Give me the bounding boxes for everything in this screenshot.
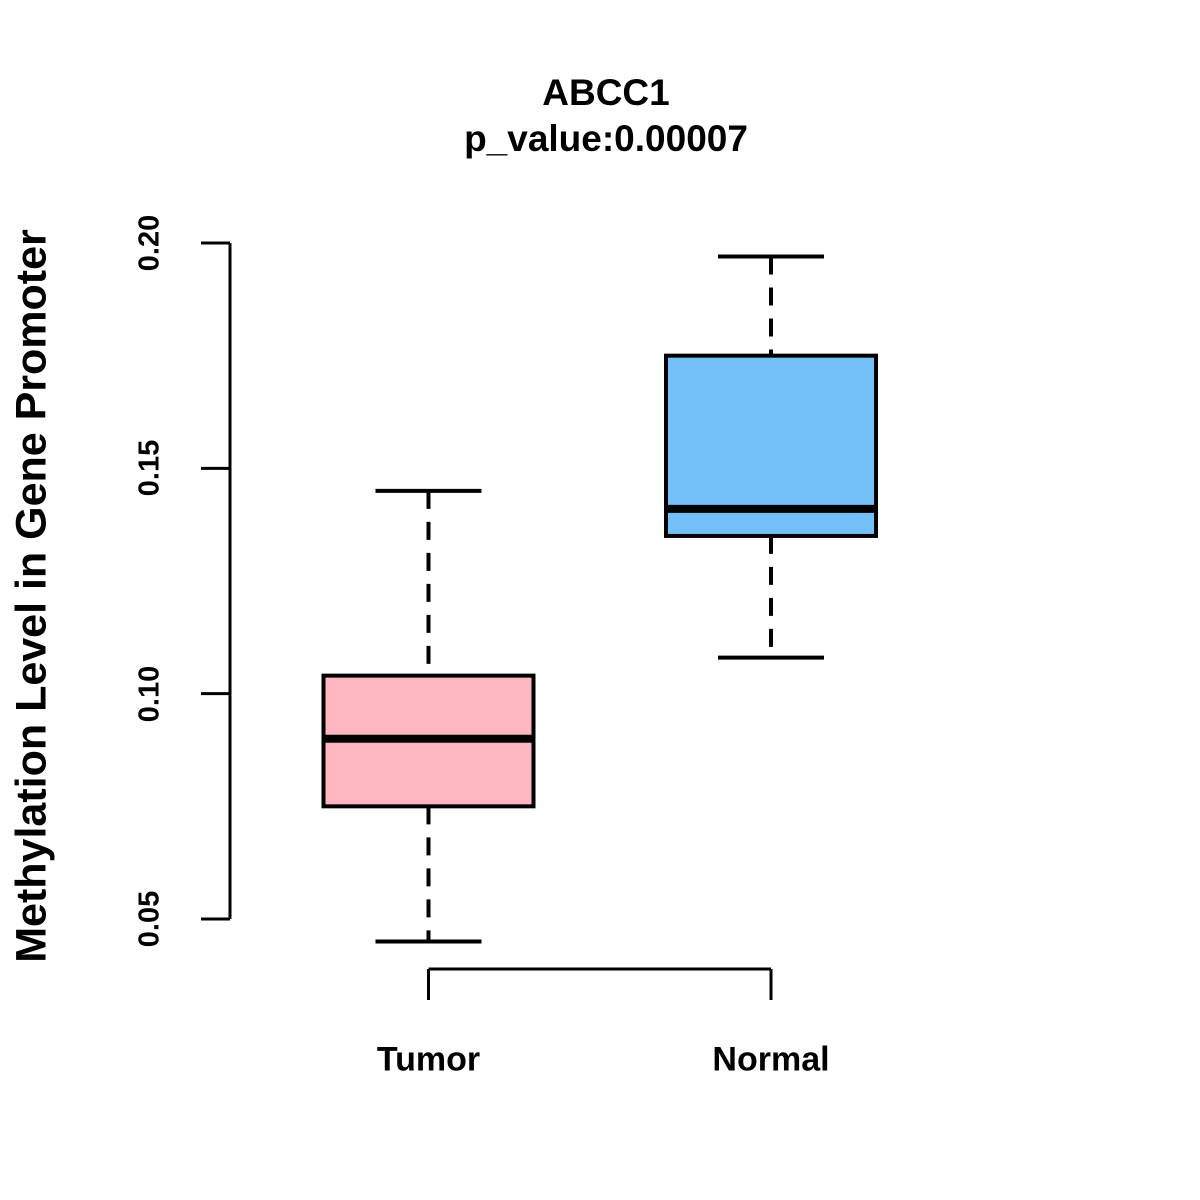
y-tick-label: 0.05 xyxy=(133,890,166,948)
y-tick-label: 0.10 xyxy=(133,665,166,722)
x-tick-label-tumor: Tumor xyxy=(376,1040,481,1079)
y-tick-label: 0.15 xyxy=(133,440,166,497)
x-tick-label-normal: Normal xyxy=(712,1040,830,1079)
y-tick-label: 0.20 xyxy=(133,214,166,272)
chart-title: ABCC1 xyxy=(542,72,670,113)
chart-subtitle: p_value:0.00007 xyxy=(464,118,748,159)
